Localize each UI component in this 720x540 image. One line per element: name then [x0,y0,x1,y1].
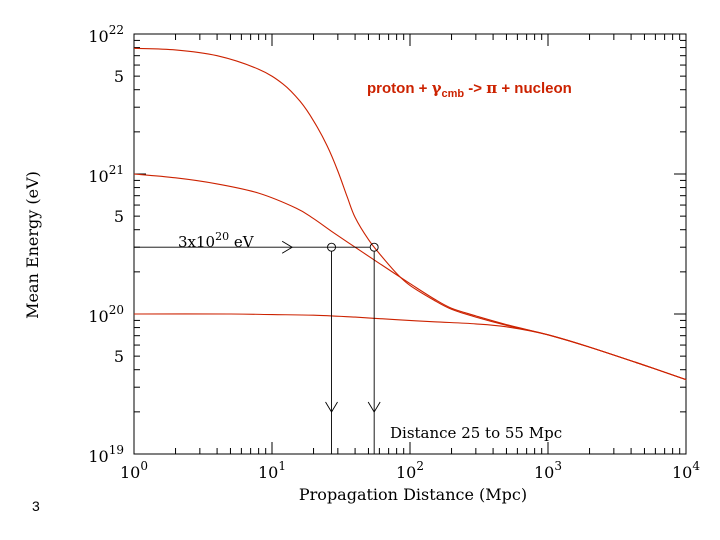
y-tick-label-base: 10 [88,307,108,326]
y-tick-label-exp: 19 [109,443,124,457]
x-tick-label-exp: 0 [140,459,148,473]
distance-annotation: Distance 25 to 55 Mpc [390,424,562,442]
reaction-suffix: + nucleon [497,80,572,97]
y-tick-label-exp: 20 [109,303,124,317]
distance-markers [134,240,381,454]
energy-annotation-exp: 20 [215,230,229,243]
y-tick-label: 1020 [88,303,124,326]
y-tick-label: 5 [114,347,124,366]
x-tick-label-base: 10 [396,463,416,482]
x-tick-label: 103 [534,459,562,482]
x-tick-label: 104 [672,459,700,482]
x-axis-label: Propagation Distance (Mpc) [299,485,527,504]
energy-curve-2 [133,173,687,381]
energy-annotation-base: 3x10 [178,233,215,251]
x-tick-label-exp: 2 [416,459,424,473]
x-tick-label: 102 [396,459,424,482]
energy-guide-arrowhead [281,240,294,254]
reaction-pi: π [486,79,497,97]
energy-curve-1 [133,47,687,381]
y-tick-label-base: 10 [88,167,108,186]
x-tick-label-base: 10 [672,463,692,482]
energy-curve-3 [133,313,687,381]
y-axis-label: Mean Energy (eV) [23,171,42,319]
x-tick-label: 101 [258,459,286,482]
x-tick-label-base: 10 [258,463,278,482]
y-tick-label: 1019 [88,443,124,466]
x-tick-label-exp: 3 [554,459,562,473]
y-tick-label: 1021 [88,163,124,186]
reaction-label: proton + γcmb -> π + nucleon [367,79,572,100]
reaction-gamma-sub: cmb [441,88,464,100]
y-tick-label-exp: 22 [109,23,124,37]
energy-annotation-unit: eV [229,233,255,251]
x-tick-label-exp: 1 [278,459,286,473]
y-tick-label: 5 [114,67,124,86]
y-tick-label-exp: 21 [109,163,124,177]
reaction-prefix: proton + [367,80,432,97]
x-tick-label-base: 10 [120,463,140,482]
energy-curves [133,47,687,381]
reaction-gamma: γ [432,79,442,97]
reaction-middle: -> [464,80,486,97]
page-number: 3 [32,498,40,514]
x-tick-label-exp: 4 [692,459,700,473]
y-tick-label: 5 [114,207,124,226]
energy-annotation: 3x1020 eV [178,230,255,251]
distance-arrowhead-2 [367,401,381,413]
x-tick-label-base: 10 [534,463,554,482]
distance-arrowhead-1 [325,401,338,413]
y-tick-label-base: 10 [88,27,108,46]
axis-ticks [133,34,686,455]
y-tick-label-base: 10 [88,447,108,466]
x-tick-label: 100 [120,459,148,482]
plot-frame [133,33,687,455]
y-tick-label: 1022 [88,23,124,46]
